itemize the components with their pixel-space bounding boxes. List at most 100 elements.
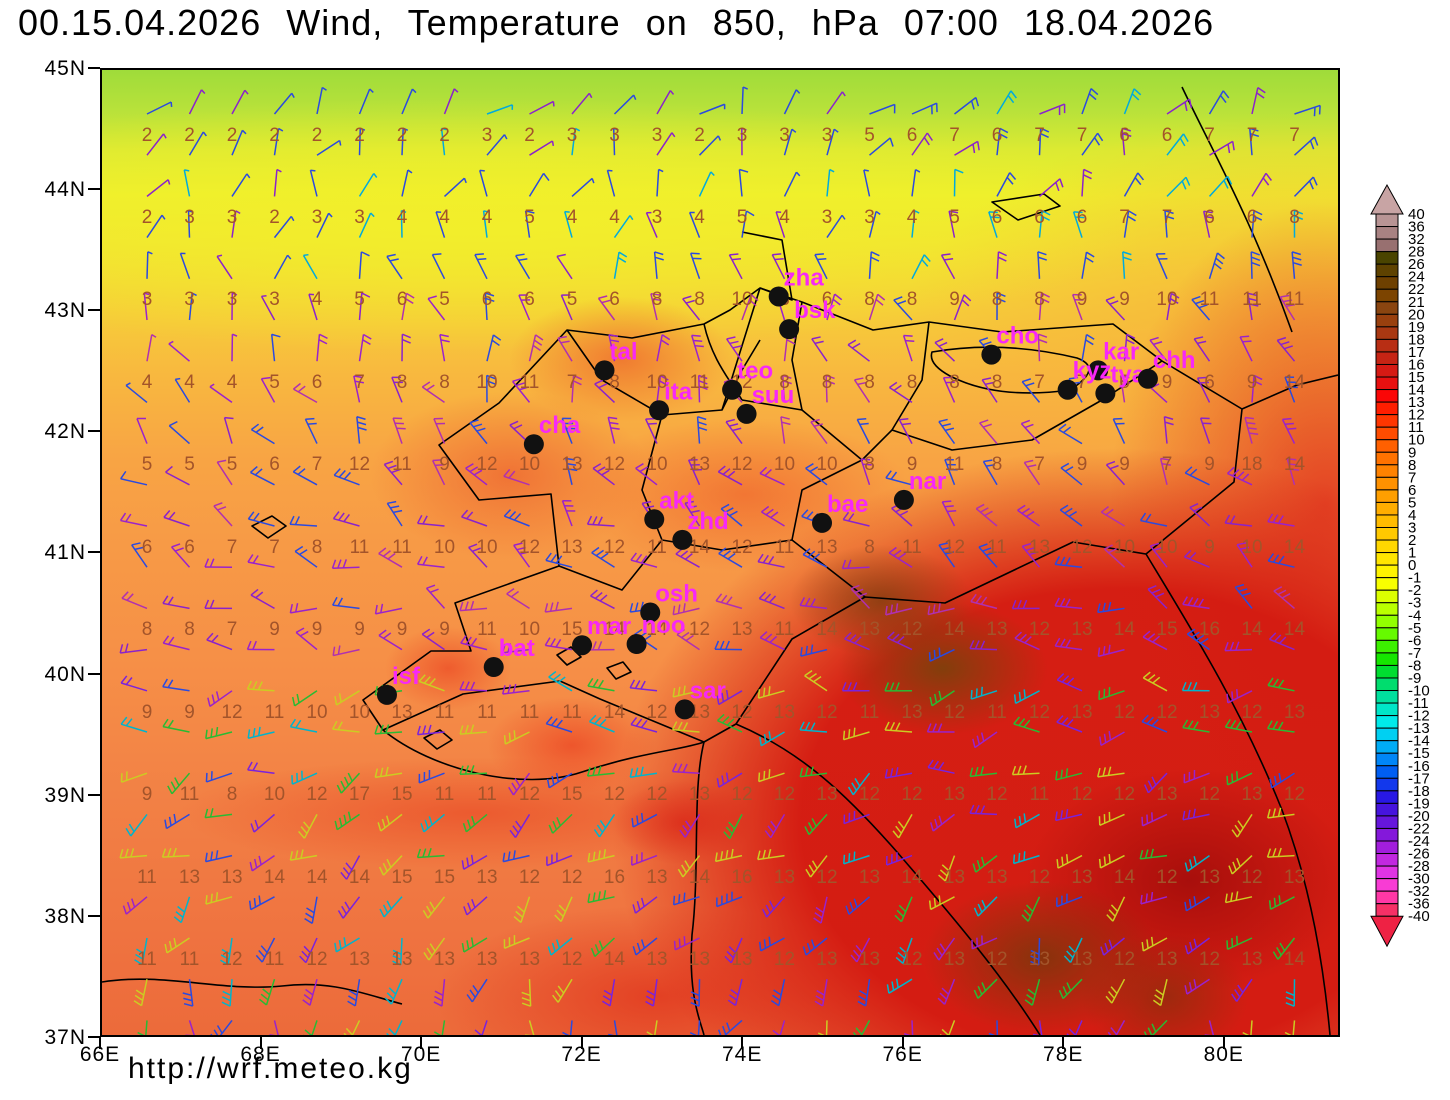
wind-speed-number: 2: [694, 125, 705, 146]
wind-barb: [601, 979, 616, 1007]
x-axis-tick: [580, 1037, 583, 1049]
wind-speed-number: 4: [482, 207, 493, 228]
wind-barb: [255, 937, 276, 963]
wind-speed-number: 8: [397, 372, 408, 393]
wind-speed-number: 15: [391, 867, 412, 888]
wind-barb: [826, 91, 846, 115]
wind-speed-number: 5: [524, 207, 535, 228]
wind-barb: [714, 640, 743, 651]
wind-barb: [869, 103, 896, 115]
wind-speed-number: 10: [1114, 537, 1135, 558]
wind-speed-number: 11: [477, 702, 497, 723]
wind-barb: [656, 132, 676, 156]
wind-speed-number: 4: [439, 207, 450, 228]
wind-barb: [1182, 808, 1210, 821]
colorbar-label: 12: [1408, 407, 1425, 424]
wind-speed-number: 12: [1199, 784, 1220, 805]
wind-barb: [953, 168, 964, 197]
wind-speed-number: 14: [604, 949, 626, 970]
station-label: cha: [539, 412, 581, 439]
wind-barb: [690, 334, 704, 362]
wind-barb: [427, 295, 446, 321]
wind-speed-number: 6: [1204, 207, 1215, 228]
wind-barb: [209, 383, 233, 404]
geo-boundary: [382, 729, 705, 781]
wind-speed-number: 6: [822, 289, 833, 310]
colorbar-box: [1375, 639, 1399, 654]
wind-speed-number: 12: [986, 949, 1007, 970]
wind-barb: [260, 376, 276, 403]
wind-barb: [645, 211, 658, 238]
wind-barb: [544, 601, 573, 613]
wind-barb: [1184, 854, 1210, 872]
footer-url: http://wrf.meteo.kg: [128, 1052, 413, 1085]
wind-speed-number: 9: [949, 289, 960, 310]
wind-barb: [684, 500, 701, 527]
wind-barb: [972, 731, 998, 749]
station-label: suu: [752, 382, 795, 409]
colorbar-label: -19: [1408, 795, 1430, 812]
wind-barb: [586, 766, 615, 777]
wind-barb: [508, 772, 531, 796]
wind-barb: [337, 896, 361, 919]
wind-barb: [716, 891, 743, 908]
wind-speed-number: 13: [944, 784, 965, 805]
wind-barb: [687, 459, 703, 486]
wind-barb: [1228, 855, 1253, 875]
wind-barb: [981, 377, 998, 403]
colorbar-bottom-arrow: [1370, 915, 1404, 948]
x-axis-tick: [1062, 1037, 1065, 1049]
wind-speed-number: 13: [774, 702, 795, 723]
wind-speed-number: 6: [1119, 372, 1130, 393]
wind-barb: [592, 463, 615, 486]
colorbar-box: [1375, 777, 1399, 792]
wind-barb: [1037, 251, 1047, 279]
wind-speed-number: 9: [184, 702, 195, 723]
wind-barb: [260, 294, 276, 321]
wind-speed-number: 16: [731, 867, 752, 888]
wind-speed-number: 3: [652, 207, 663, 228]
wind-barb: [1081, 88, 1099, 115]
wind-barb: [1251, 172, 1273, 197]
wind-barb: [1058, 978, 1083, 1000]
wind-speed-number: 12: [901, 619, 922, 640]
wind-barb: [479, 169, 488, 197]
wind-barb: [433, 1020, 446, 1035]
wind-speed-number: 12: [646, 702, 667, 723]
colorbar-box: [1375, 451, 1399, 466]
wind-speed-number: 11: [520, 372, 540, 393]
wind-barb: [1164, 209, 1175, 238]
wind-speed-number: 3: [184, 207, 195, 228]
wind-barb: [1011, 765, 1040, 776]
colorbar-label: 19: [1408, 319, 1425, 336]
wind-speed-number: 8: [609, 372, 620, 393]
wind-barb: [401, 292, 415, 321]
wind-barb: [1072, 211, 1085, 238]
wind-barb: [221, 979, 233, 1007]
wind-barb: [979, 419, 998, 445]
wind-barb: [521, 979, 532, 1007]
wind-barb: [885, 852, 913, 866]
wind-barb: [761, 896, 786, 918]
wind-barb: [672, 685, 700, 698]
wind-barb: [1276, 336, 1296, 362]
wind-barb: [939, 1020, 956, 1035]
wind-speed-number: 5: [227, 454, 238, 475]
colorbar-box: [1375, 602, 1399, 616]
colorbar-label: 9: [1408, 444, 1416, 461]
station-marker: [981, 344, 1002, 365]
wind-barb: [1147, 584, 1168, 609]
wind-barb: [1242, 1020, 1253, 1035]
wind-barb: [133, 979, 148, 1007]
wind-barb: [1097, 644, 1125, 658]
y-axis-tick: [88, 309, 100, 312]
station-label: sar: [690, 677, 726, 704]
wind-barb: [416, 514, 445, 527]
wind-barb: [892, 814, 913, 839]
wind-speed-number: 13: [986, 619, 1007, 640]
colorbar-label: -9: [1408, 670, 1421, 687]
wind-barb: [1184, 896, 1210, 912]
colorbar-box: [1375, 401, 1399, 416]
colorbar-box: [1375, 715, 1399, 729]
wind-speed-number: 8: [992, 372, 1003, 393]
